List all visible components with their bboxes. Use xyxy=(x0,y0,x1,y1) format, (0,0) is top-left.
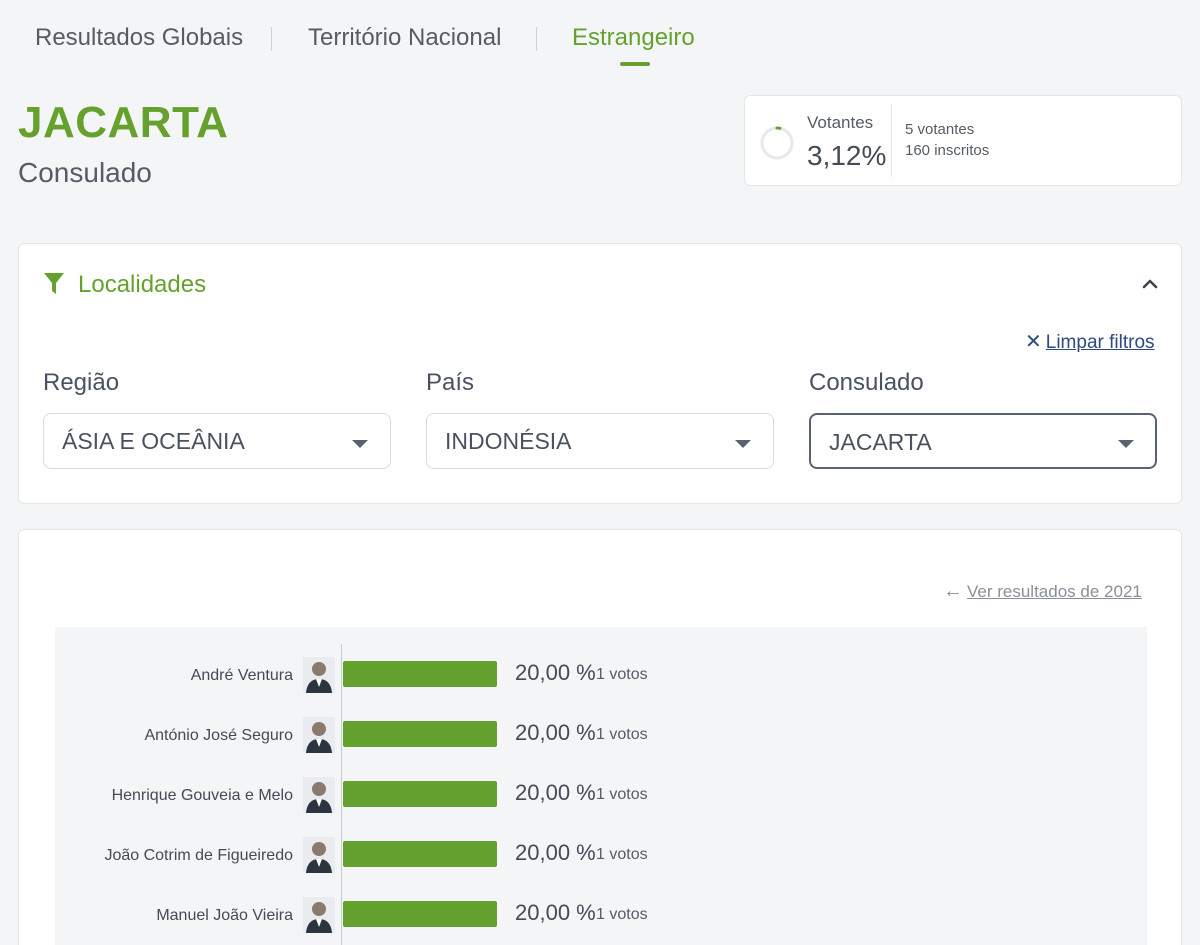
turnout-ring-icon xyxy=(760,126,794,160)
page-title: JACARTA xyxy=(18,98,229,147)
results-bar-chart: André Ventura 20,00 % 1 votos António José … xyxy=(55,627,1147,945)
candidate-row: Manuel João Vieira 20,00 % 1 votos xyxy=(55,895,1147,935)
consulate-select[interactable]: JACARTA xyxy=(809,413,1157,469)
results-tabs: Resultados Globais Território Nacional E… xyxy=(0,0,1200,75)
chevron-down-icon xyxy=(352,440,368,448)
result-bar xyxy=(343,901,497,927)
filter-icon xyxy=(44,273,64,294)
voters-summary-card: Votantes 3,12% 5 votantes 160 inscritos xyxy=(744,95,1182,186)
result-votes: 1 votos xyxy=(596,726,648,743)
tab-divider xyxy=(271,27,272,51)
result-percent: 20,00 % xyxy=(515,780,596,805)
chevron-down-icon xyxy=(735,440,751,448)
candidate-name: Henrique Gouveia e Melo xyxy=(111,787,293,804)
result-votes: 1 votos xyxy=(596,666,648,683)
page-subtitle: Consulado xyxy=(18,157,152,188)
divider xyxy=(891,104,892,177)
tab-estrangeiro[interactable]: Estrangeiro xyxy=(572,24,695,51)
result-votes: 1 votos xyxy=(596,786,648,803)
region-select-value: ÁSIA E OCEÂNIA xyxy=(62,428,245,454)
result-percent: 20,00 % xyxy=(515,840,596,865)
tab-resultados-globais[interactable]: Resultados Globais xyxy=(35,24,244,51)
candidate-row: André Ventura 20,00 % 1 votos xyxy=(55,655,1147,695)
candidate-name: Manuel João Vieira xyxy=(156,907,293,924)
result-percent: 20,00 % xyxy=(515,900,596,925)
clear-filters-link[interactable]: ✕ Limpar filtros xyxy=(1025,329,1155,354)
localidades-filter-panel: Localidades ✕ Limpar filtros Região ÁSIA … xyxy=(18,243,1182,504)
region-select[interactable]: ÁSIA E OCEÂNIA xyxy=(43,413,391,469)
consulate-label: Consulado xyxy=(809,369,924,396)
filter-panel-title: Localidades xyxy=(78,271,207,298)
chevron-down-icon xyxy=(1118,440,1134,448)
previous-results-link[interactable]: ← Ver resultados de 2021 xyxy=(943,580,1142,603)
candidate-name: João Cotrim de Figueiredo xyxy=(104,847,293,864)
previous-results-label: Ver resultados de 2021 xyxy=(967,582,1142,601)
tab-divider xyxy=(536,27,537,51)
active-tab-indicator xyxy=(620,62,650,66)
candidate-avatar xyxy=(303,777,335,813)
candidate-avatar xyxy=(303,657,335,693)
tab-territorio-nacional[interactable]: Território Nacional xyxy=(308,24,502,51)
voters-label: Votantes xyxy=(807,113,874,132)
clear-filters-label: Limpar filtros xyxy=(1045,332,1155,353)
candidate-row: António José Seguro 20,00 % 1 votos xyxy=(55,715,1147,755)
candidate-row: Henrique Gouveia e Melo 20,00 % 1 votos xyxy=(55,775,1147,815)
close-icon: ✕ xyxy=(1025,331,1042,353)
chevron-up-icon[interactable] xyxy=(1141,275,1159,293)
country-label: País xyxy=(426,369,475,396)
region-label: Região xyxy=(43,369,120,396)
country-select-value: INDONÉSIA xyxy=(445,428,572,454)
country-select[interactable]: INDONÉSIA xyxy=(426,413,774,469)
result-bar xyxy=(343,841,497,867)
result-votes: 1 votos xyxy=(596,906,648,923)
voters-count: 5 votantes xyxy=(905,121,975,138)
result-votes: 1 votos xyxy=(596,846,648,863)
candidate-avatar xyxy=(303,897,335,933)
candidate-avatar xyxy=(303,837,335,873)
result-percent: 20,00 % xyxy=(515,720,596,745)
registered-count: 160 inscritos xyxy=(905,142,990,159)
result-percent: 20,00 % xyxy=(515,660,596,685)
voters-percent: 3,12% xyxy=(807,140,887,171)
results-panel: ← Ver resultados de 2021 André Ventura 20,… xyxy=(18,529,1182,945)
result-bar xyxy=(343,781,497,807)
candidate-row: João Cotrim de Figueiredo 20,00 % 1 votos xyxy=(55,835,1147,875)
candidate-avatar xyxy=(303,717,335,753)
consulate-select-value: JACARTA xyxy=(829,429,932,455)
arrow-left-icon: ← xyxy=(943,580,963,602)
candidate-name: André Ventura xyxy=(190,667,293,684)
candidate-name: António José Seguro xyxy=(144,727,293,744)
chart-axis-line xyxy=(341,644,342,945)
result-bar xyxy=(343,721,497,747)
result-bar xyxy=(343,661,497,687)
